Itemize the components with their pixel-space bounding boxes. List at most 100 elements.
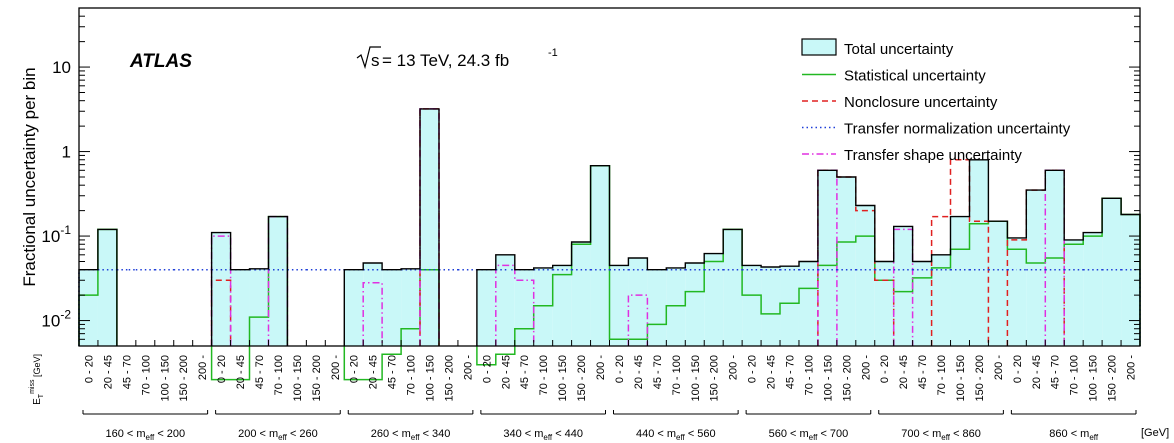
met-bin-label: 150 - 200 — [709, 355, 721, 401]
total-uncertainty-bar — [1007, 237, 1027, 346]
total-uncertainty-bar — [988, 221, 1008, 346]
met-bin-label: 20 - 45 — [633, 355, 645, 389]
legend: Total uncertainty Statistical uncertainty… — [801, 38, 1071, 164]
met-bin-label: 0 - 20 — [747, 355, 759, 383]
total-uncertainty-bar — [344, 269, 364, 346]
total-uncertainty-bar — [780, 266, 799, 346]
met-bin-label: 200 - — [330, 355, 342, 380]
y-axis-title: Fractional uncertainty per bin — [20, 67, 39, 286]
total-uncertainty-bar — [1102, 198, 1122, 346]
met-bin-label: 200 - — [462, 355, 474, 380]
group-label: 200 < meff < 260 — [238, 428, 318, 442]
group-label: 860 < meff — [1049, 428, 1099, 442]
total-uncertainty-bar — [817, 170, 837, 346]
met-bin-label: 70 - 100 — [803, 355, 815, 395]
total-uncertainty-bar — [950, 216, 970, 346]
met-bin-label: 70 - 100 — [140, 355, 152, 395]
met-bin-label: 0 - 20 — [481, 355, 493, 383]
total-uncertainty-bar — [742, 265, 762, 346]
met-bin-label: 45 - 70 — [785, 355, 797, 389]
met-bin-label: 45 - 70 — [254, 355, 266, 389]
met-bin-label: 20 - 45 — [235, 355, 247, 389]
met-bin-label: 70 - 100 — [273, 355, 285, 395]
total-uncertainty-fills — [79, 108, 1140, 346]
x-axis: 0 - 20 20 - 45 45 - 70 70 - 100 100 - 150 150… — [78, 340, 1141, 442]
met-bin-label: 0 - 20 — [349, 355, 361, 383]
group-label: 560 < meff < 700 — [769, 428, 849, 442]
met-bin-label: 100 - 150 — [955, 355, 967, 401]
met-bin-label: 150 - 200 — [1107, 355, 1119, 401]
met-bin-label: 100 - 150 — [425, 355, 437, 401]
met-bin-label: 0 - 20 — [84, 355, 96, 383]
total-uncertainty-bar — [798, 261, 818, 346]
met-bin-label: 100 - 150 — [557, 355, 569, 401]
total-uncertainty-bar — [1064, 239, 1084, 346]
group-label: 700 < meff < 860 — [901, 428, 981, 442]
met-bin-label: 45 - 70 — [387, 355, 399, 389]
total-uncertainty-bar — [666, 267, 686, 346]
total-uncertainty-bar — [401, 268, 421, 346]
met-bin-label: 20 - 45 — [500, 355, 512, 389]
sqrt-sign-icon — [356, 46, 381, 70]
met-bin-label: 20 - 45 — [368, 355, 380, 389]
total-uncertainty-bar — [931, 254, 951, 346]
energy-lumi-superscript: -1 — [548, 47, 558, 59]
met-bin-label: 200 - — [993, 355, 1005, 380]
met-bin-label: 150 - 200 — [974, 355, 986, 401]
total-uncertainty-bar — [836, 177, 856, 346]
group-label: 160 < meff < 200 — [105, 428, 185, 442]
total-uncertainty-bar — [97, 229, 117, 346]
total-uncertainty-bar — [230, 269, 250, 346]
met-bin-label: 200 - — [860, 355, 872, 380]
total-uncertainty-bar — [476, 269, 496, 346]
y-axis: 10-2 10-1 1 10 — [41, 7, 1140, 347]
met-bin-label: 20 - 45 — [898, 355, 910, 389]
group-label: 260 < meff < 340 — [371, 428, 451, 442]
met-bin-label: 150 - 200 — [311, 355, 323, 401]
legend-label: Statistical uncertainty — [844, 68, 986, 85]
met-bin-label: 0 - 20 — [879, 355, 891, 383]
y-tick-label: 10-1 — [41, 223, 71, 246]
x-unit-label: [GeV] — [1141, 427, 1169, 439]
total-uncertainty-bar — [704, 253, 724, 346]
total-uncertainty-bar — [249, 268, 269, 346]
met-bin-label: 70 - 100 — [538, 355, 550, 395]
met-bin-label: 45 - 70 — [652, 355, 664, 389]
met-bin-label: 200 - — [728, 355, 740, 380]
met-bin-label: 150 - 200 — [444, 355, 456, 401]
met-bin-label: 200 - — [1126, 355, 1138, 380]
met-bin-label: 45 - 70 — [1050, 355, 1062, 389]
met-axis-title: ETmiss [GeV] — [29, 354, 45, 405]
total-uncertainty-bar — [609, 265, 629, 346]
met-bin-label: 100 - 150 — [690, 355, 702, 401]
energy-label: s = 13 TeV, 24.3 fb -1 — [356, 46, 558, 70]
total-uncertainty-bar — [855, 205, 875, 346]
met-bin-label: 0 - 20 — [1012, 355, 1024, 383]
series-line-2 — [210, 108, 1065, 346]
total-uncertainty-bar — [552, 265, 572, 346]
total-uncertainty-bar — [647, 269, 667, 346]
met-bin-label: 100 - 150 — [292, 355, 304, 401]
total-uncertainty-bar — [1026, 190, 1046, 346]
legend-label: Transfer normalization uncertainty — [844, 121, 1071, 138]
total-uncertainty-bar — [514, 269, 534, 346]
total-uncertainty-bar — [685, 262, 705, 346]
total-uncertainty-bar — [533, 267, 553, 346]
total-uncertainty-bar — [874, 261, 894, 346]
y-tick-label: 10-2 — [41, 308, 71, 331]
total-uncertainty-bar — [893, 226, 913, 346]
met-bin-label: 100 - 150 — [159, 355, 171, 401]
total-uncertainty-bar — [1083, 232, 1103, 346]
total-uncertainty-bar — [211, 232, 231, 346]
met-bin-label: 20 - 45 — [1031, 355, 1043, 389]
series-line-0 — [78, 108, 1141, 346]
atlas-label: ATLAS — [129, 51, 192, 72]
legend-label: Transfer shape uncertainty — [844, 147, 1022, 164]
y-tick-label: 10 — [52, 58, 71, 77]
group-label: 340 < meff < 440 — [503, 428, 583, 442]
total-uncertainty-bar — [495, 254, 515, 346]
total-uncertainty-bar — [363, 262, 383, 346]
met-bin-label: 150 - 200 — [841, 355, 853, 401]
met-bin-label: 150 - 200 — [178, 355, 190, 401]
